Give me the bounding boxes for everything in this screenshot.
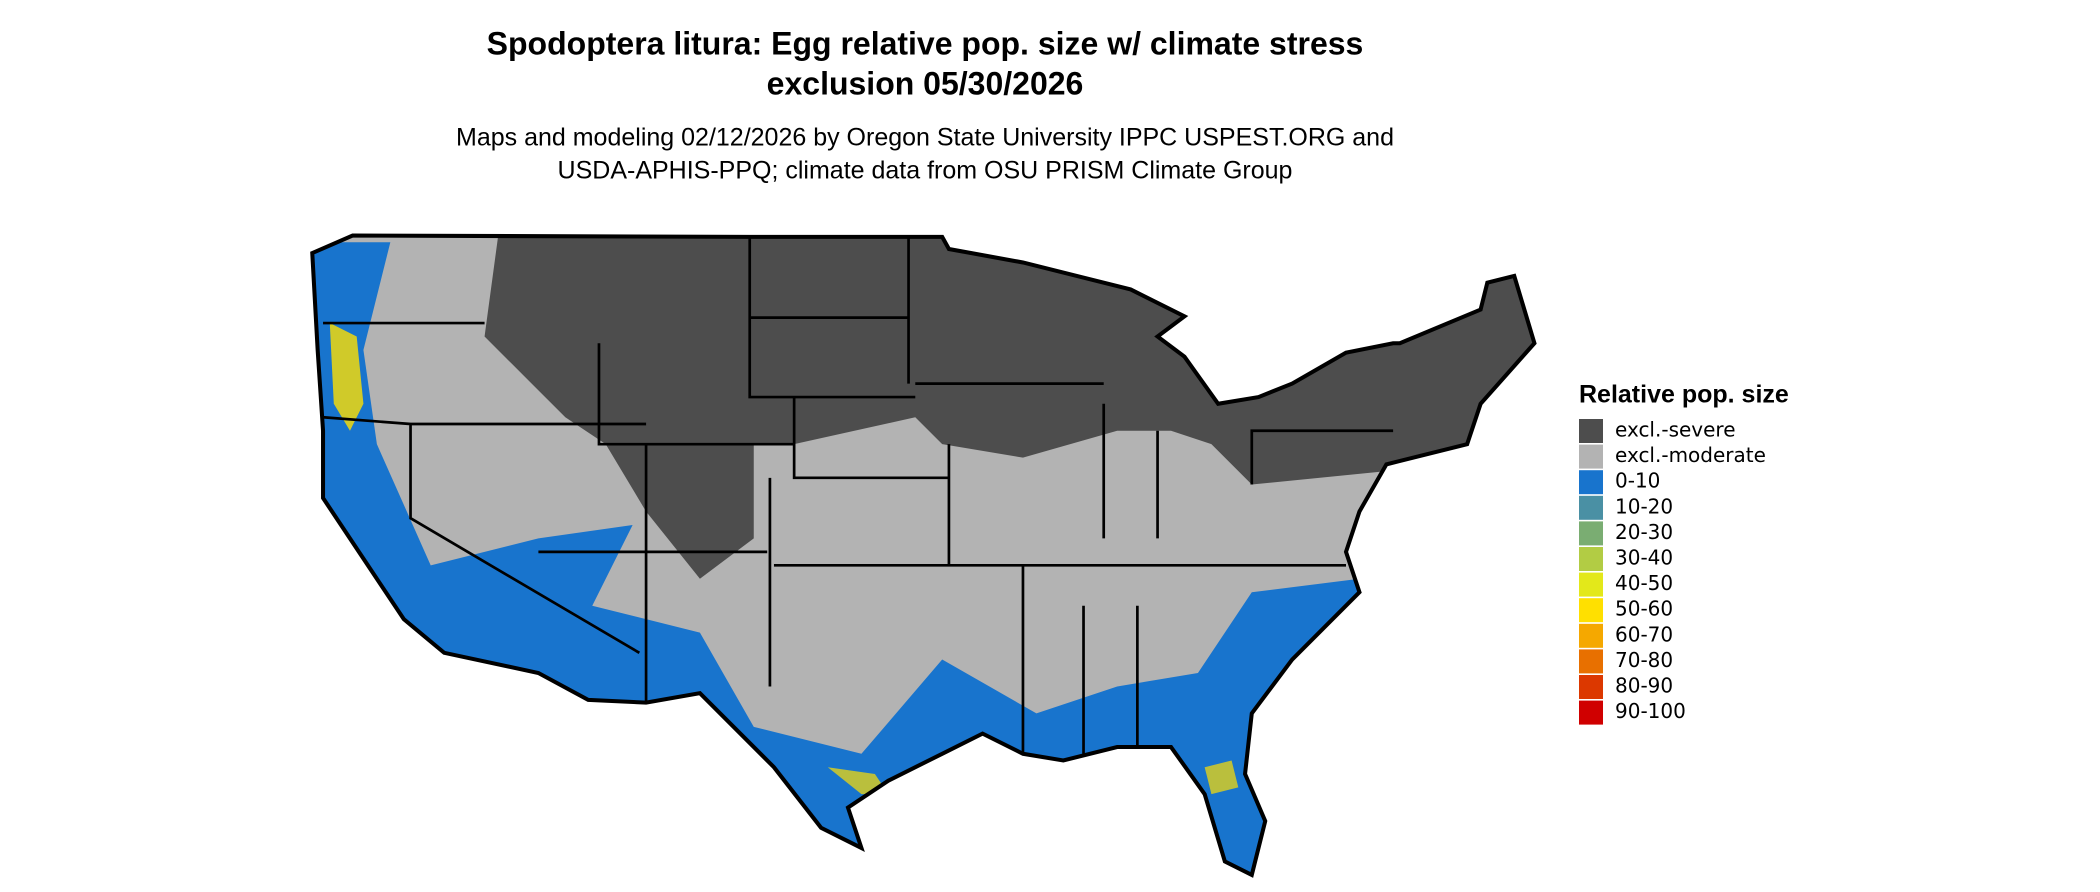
outline — [310, 233, 1537, 878]
legend-swatch — [1579, 444, 1603, 469]
legend-label: 40-50 — [1615, 571, 1673, 595]
legend-label: 30-40 — [1615, 546, 1673, 570]
legend-label: 60-70 — [1615, 622, 1673, 646]
legend-label: 0-10 — [1615, 469, 1660, 493]
legend-label: excl.-severe — [1615, 418, 1736, 442]
subtitle: Maps and modeling 02/12/2026 by Oregon S… — [456, 124, 1394, 152]
legend-swatch — [1579, 521, 1603, 546]
legend-swatch — [1579, 495, 1603, 520]
title: exclusion 05/30/2026 — [767, 65, 1084, 101]
legend-swatch — [1579, 547, 1603, 571]
legend-swatch — [1579, 700, 1603, 725]
legend-label: 70-80 — [1615, 648, 1673, 672]
subtitle: USDA-APHIS-PPQ; climate data from OSU PR… — [558, 157, 1293, 185]
legend-label: 90-100 — [1615, 699, 1686, 723]
legend-swatch — [1579, 419, 1603, 443]
title: Spodoptera litura: Egg relative pop. siz… — [487, 25, 1364, 61]
legend-label: 20-30 — [1615, 520, 1673, 544]
region-mid — [827, 767, 889, 795]
legend-swatch — [1579, 572, 1603, 597]
legend-swatch — [1579, 623, 1603, 648]
legend-label: 10-20 — [1615, 494, 1673, 518]
map — [310, 233, 1537, 878]
borders — [310, 233, 1537, 878]
legend-label: 80-90 — [1615, 674, 1673, 698]
legend-swatch — [1579, 598, 1603, 623]
legend-title: Relative pop. size — [1579, 381, 1789, 409]
state-lines — [322, 236, 1394, 754]
legend: excl.-severeexcl.-moderate0-1010-2020-30… — [1579, 418, 1766, 725]
legend-label: 50-60 — [1615, 597, 1673, 621]
legend-swatch — [1579, 649, 1603, 674]
map-fill — [312, 235, 1535, 875]
region-mid — [329, 323, 364, 431]
legend-swatch — [1579, 675, 1603, 699]
region-mid — [1204, 760, 1239, 795]
legend-swatch — [1579, 470, 1603, 495]
legend-label: excl.-moderate — [1615, 443, 1766, 467]
